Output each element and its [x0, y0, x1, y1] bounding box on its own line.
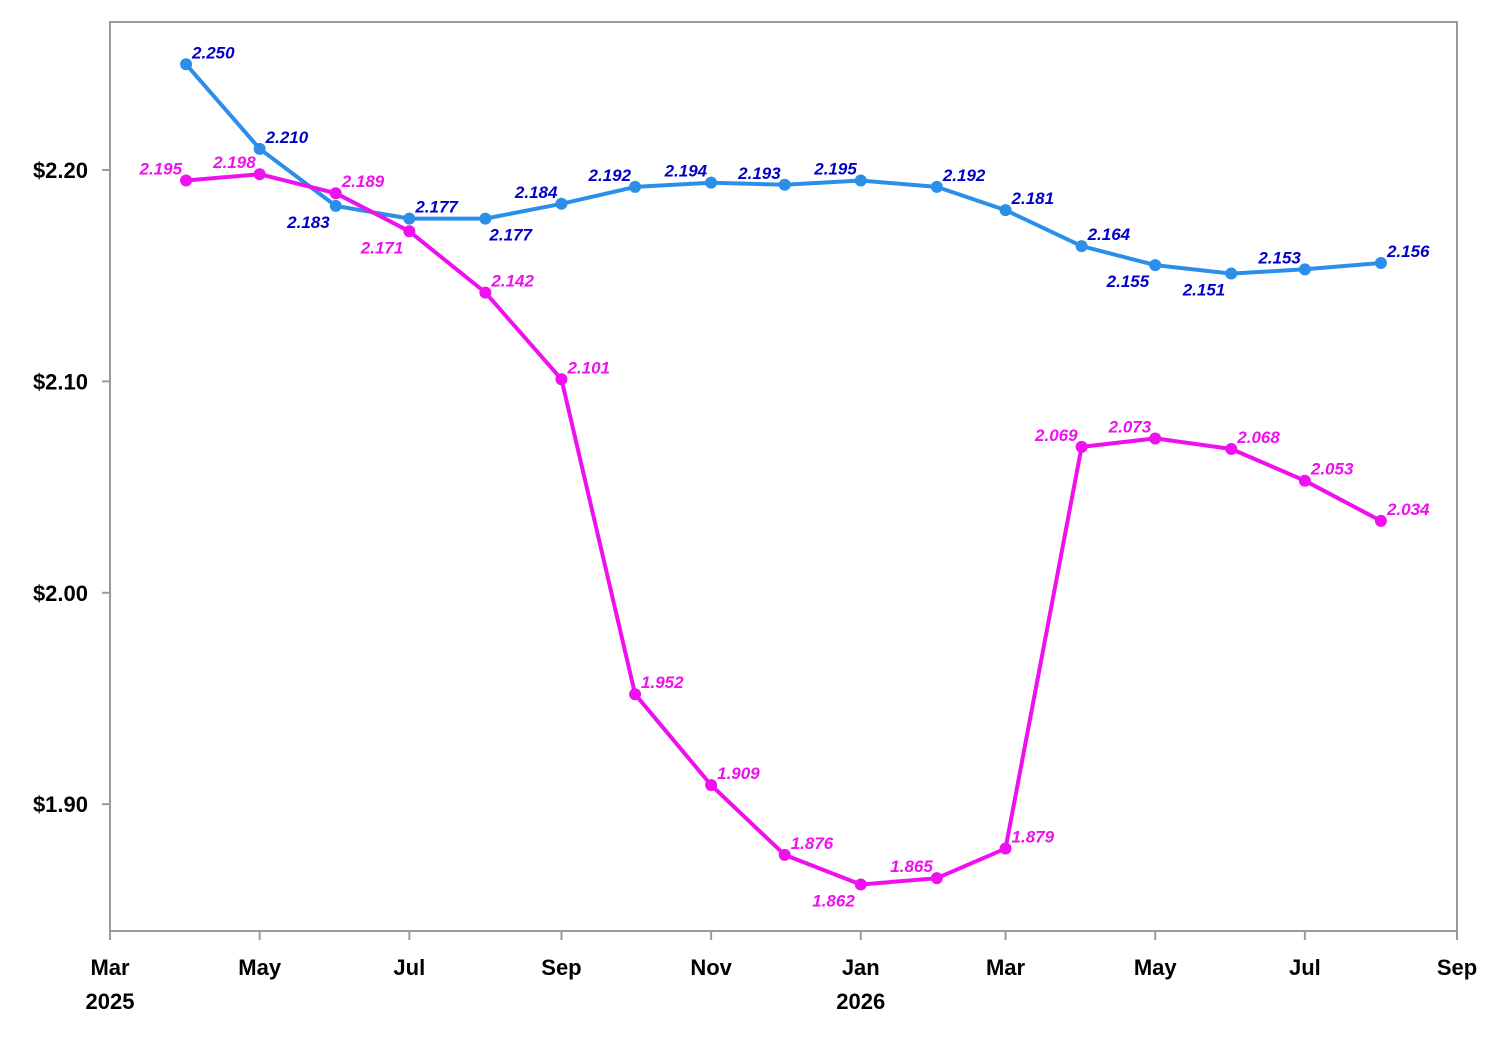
data-label: 2.142	[490, 272, 534, 291]
data-point	[854, 174, 867, 187]
y-tick-label: $2.00	[33, 581, 88, 606]
data-label: 2.183	[286, 213, 330, 232]
data-label: 2.192	[588, 166, 632, 185]
data-point	[1298, 474, 1311, 487]
x-year-label: 2026	[836, 989, 885, 1014]
series-1	[180, 58, 1387, 280]
data-point	[1374, 514, 1387, 527]
data-point	[1149, 432, 1162, 445]
data-label: 2.073	[1108, 417, 1152, 436]
data-point	[999, 204, 1012, 217]
data-point	[1225, 443, 1238, 456]
x-year-label: 2025	[86, 989, 135, 1014]
data-label-layer: 2.250 2.210 2.183 2.177 2.177 2.184 2.192 2.194…	[139, 43, 1431, 910]
data-point	[1149, 259, 1162, 272]
data-label: 2.068	[1236, 428, 1280, 447]
data-point	[555, 373, 568, 386]
plot-border	[109, 21, 1458, 932]
data-point	[629, 180, 642, 193]
x-tick-label: Nov	[690, 955, 732, 980]
data-label: 1.952	[641, 673, 684, 692]
data-label: 2.189	[341, 172, 385, 191]
x-tick-label: May	[238, 955, 282, 980]
data-point	[180, 58, 193, 71]
x-tick-label: Jan	[842, 955, 880, 980]
y-axis: $1.90 $2.00 $2.10 $2.20	[33, 158, 110, 817]
y-tick-label: $2.10	[33, 369, 88, 394]
data-point	[778, 848, 791, 861]
data-point	[329, 199, 342, 212]
data-label: 2.192	[942, 166, 986, 185]
data-point	[705, 176, 718, 189]
data-label: 1.876	[791, 834, 834, 853]
data-point	[479, 212, 492, 225]
x-tick-label: Sep	[1437, 955, 1477, 980]
data-label: 2.069	[1034, 426, 1078, 445]
data-label: 2.153	[1257, 248, 1301, 267]
data-point	[1374, 256, 1387, 269]
data-label: 2.195	[813, 160, 857, 179]
data-point	[1225, 267, 1238, 280]
data-label: 2.151	[1182, 281, 1226, 300]
data-label: 2.034	[1386, 500, 1430, 519]
data-label: 1.909	[717, 764, 760, 783]
series-2	[180, 168, 1387, 891]
x-tick-label: Jul	[393, 955, 425, 980]
x-axis: Mar 2025 May Jul Sep Nov Jan 2026 Mar May Jul Sep	[86, 931, 1477, 1014]
data-label: 2.177	[414, 198, 459, 217]
data-point	[629, 688, 642, 701]
x-tick-label: Jul	[1289, 955, 1321, 980]
data-label: 2.177	[488, 226, 533, 245]
data-label: 2.181	[1011, 189, 1055, 208]
data-label: 2.193	[737, 164, 781, 183]
data-point	[999, 842, 1012, 855]
data-point	[253, 168, 266, 181]
data-label: 2.210	[265, 128, 309, 147]
y-tick-label: $2.20	[33, 158, 88, 183]
data-label: 2.195	[139, 160, 183, 179]
data-label: 2.164	[1087, 225, 1131, 244]
data-label: 2.101	[566, 358, 610, 377]
data-point	[1075, 240, 1088, 253]
data-label: 2.184	[514, 183, 558, 202]
data-point	[1298, 263, 1311, 276]
data-label: 1.862	[812, 891, 855, 910]
data-point	[778, 178, 791, 191]
data-point	[180, 174, 193, 187]
data-point	[705, 779, 718, 792]
series-layer	[180, 58, 1387, 891]
data-point	[854, 878, 867, 891]
data-point	[930, 180, 943, 193]
data-label: 2.198	[212, 153, 256, 172]
data-point	[329, 187, 342, 200]
plot-frame	[109, 21, 1458, 932]
data-point	[930, 872, 943, 885]
data-label: 2.156	[1386, 242, 1430, 261]
x-tick-label: Sep	[541, 955, 581, 980]
data-label: 2.155	[1106, 272, 1150, 291]
data-point	[403, 225, 416, 238]
data-point	[555, 197, 568, 210]
x-tick-label: Mar	[90, 955, 130, 980]
data-label: 2.053	[1310, 460, 1354, 479]
x-tick-label: Mar	[986, 955, 1026, 980]
x-tick-label: May	[1134, 955, 1178, 980]
data-label: 2.194	[664, 162, 708, 181]
data-point	[1075, 440, 1088, 453]
data-point	[403, 212, 416, 225]
data-label: 2.250	[191, 43, 235, 62]
data-point	[253, 142, 266, 155]
data-point	[479, 286, 492, 299]
data-label: 1.865	[890, 857, 933, 876]
data-label: 1.879	[1012, 828, 1055, 847]
y-tick-label: $1.90	[33, 792, 88, 817]
data-label: 2.171	[360, 238, 404, 257]
